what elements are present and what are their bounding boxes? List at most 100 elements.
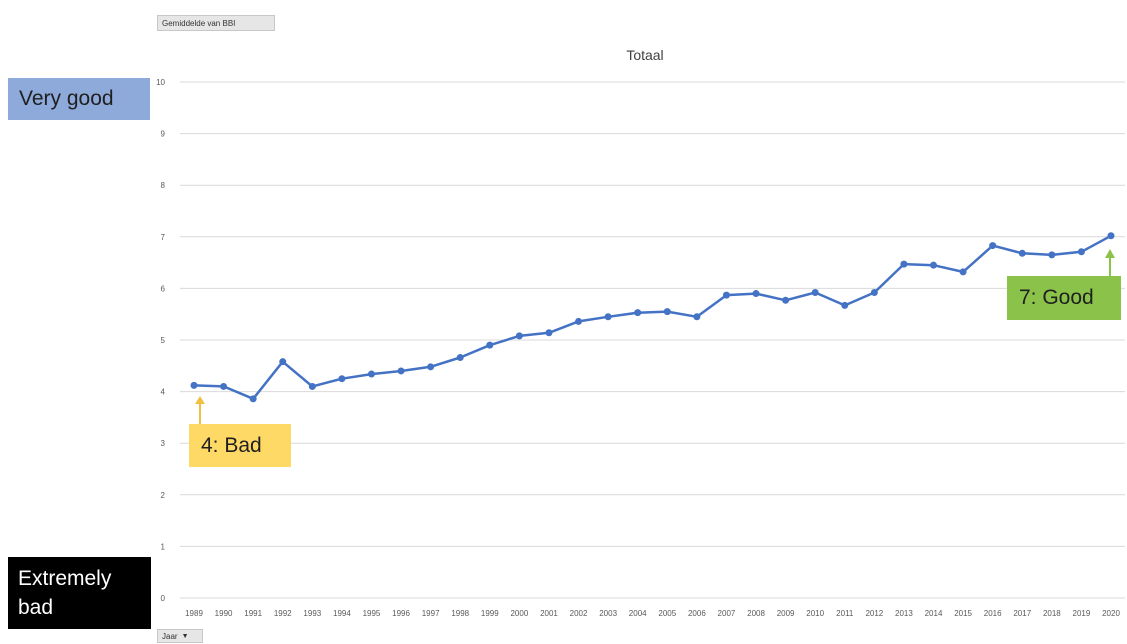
x-tick-label: 2012: [865, 609, 883, 618]
x-tick-label: 2014: [925, 609, 943, 618]
y-tick-label: 6: [161, 284, 166, 293]
x-tick-label: 2018: [1043, 609, 1061, 618]
data-point: [989, 242, 997, 250]
value-field-label: Gemiddelde van BBI: [162, 18, 236, 28]
good-arrowhead-icon: [1105, 249, 1115, 258]
y-tick-label: 0: [161, 594, 166, 603]
callout-bad-text: 4: Bad: [201, 433, 262, 457]
data-point: [456, 354, 464, 362]
data-point: [1048, 251, 1056, 259]
y-tick-label: 7: [161, 233, 166, 242]
x-tick-label: 2013: [895, 609, 913, 618]
data-point: [220, 382, 228, 390]
x-tick-label: 2008: [747, 609, 765, 618]
callout-good: 7: Good: [1007, 276, 1121, 320]
x-tick-label: 1999: [481, 609, 499, 618]
data-point: [279, 358, 287, 366]
x-tick-label: 2015: [954, 609, 972, 618]
y-tick-label: 3: [161, 439, 166, 448]
value-field-button[interactable]: Gemiddelde van BBI: [157, 15, 275, 31]
callout-extremely-bad-line1: Extremely: [18, 567, 112, 590]
x-tick-label: 2006: [688, 609, 706, 618]
data-point: [545, 329, 553, 337]
data-point: [338, 375, 346, 383]
data-point: [634, 309, 642, 317]
x-tick-label: 2001: [540, 609, 558, 618]
data-point: [900, 260, 908, 268]
x-tick-label: 2003: [599, 609, 617, 618]
y-axis-tick-labels: 0 1 2 3 4 5 6 7 8 9 10: [156, 78, 165, 603]
x-tick-label: 1995: [363, 609, 381, 618]
data-point: [663, 308, 671, 316]
x-tick-label: 2019: [1073, 609, 1091, 618]
chart-title: Totaal: [626, 47, 663, 63]
axis-field-filter-button[interactable]: Jaar ▼: [157, 629, 203, 643]
y-tick-label: 9: [161, 130, 166, 139]
x-tick-label: 2005: [658, 609, 676, 618]
y-tick-label: 1: [161, 542, 166, 551]
data-point: [1077, 248, 1085, 256]
data-point: [930, 261, 938, 269]
data-point: [811, 289, 819, 297]
data-point: [722, 291, 730, 299]
x-tick-label: 1992: [274, 609, 292, 618]
data-point: [782, 296, 790, 304]
data-point: [1018, 249, 1026, 257]
callout-bad: 4: Bad: [189, 424, 291, 467]
data-point: [515, 332, 523, 340]
x-tick-label: 2002: [570, 609, 588, 618]
series-line-path: [193, 234, 1112, 401]
callout-good-text: 7: Good: [1019, 286, 1094, 309]
axis-field-label: Jaar: [162, 631, 178, 641]
y-tick-label: 8: [161, 181, 166, 190]
x-tick-label: 2017: [1013, 609, 1031, 618]
x-tick-label: 2007: [718, 609, 736, 618]
data-point: [190, 381, 198, 389]
data-point: [604, 313, 612, 321]
x-tick-label: 2020: [1102, 609, 1120, 618]
callout-arrows: [195, 249, 1115, 424]
data-point: [575, 317, 583, 325]
callout-very-good: Very good: [8, 78, 150, 120]
series-line: [193, 234, 1112, 401]
x-tick-label: 1993: [303, 609, 321, 618]
x-tick-label: 1990: [215, 609, 233, 618]
callout-extremely-bad: Extremely bad: [8, 557, 151, 629]
data-point: [752, 290, 760, 298]
data-point: [367, 370, 375, 378]
data-point: [486, 341, 494, 349]
data-point: [959, 268, 967, 276]
x-tick-label: 2009: [777, 609, 795, 618]
y-tick-label: 4: [161, 388, 166, 397]
y-tick-label: 2: [161, 491, 166, 500]
x-tick-label: 1996: [392, 609, 410, 618]
data-point: [427, 363, 435, 371]
x-tick-label: 2000: [510, 609, 528, 618]
data-point: [249, 395, 257, 403]
bad-arrowhead-icon: [195, 396, 205, 404]
gridlines: [180, 81, 1125, 599]
data-point: [870, 289, 878, 297]
callout-very-good-text: Very good: [19, 87, 114, 110]
dropdown-arrow-icon: ▼: [181, 632, 189, 640]
x-tick-label: 2011: [836, 609, 854, 618]
series-points: [190, 232, 1115, 403]
x-tick-label: 2004: [629, 609, 647, 618]
x-tick-label: 2010: [806, 609, 824, 618]
x-tick-label: 2016: [984, 609, 1002, 618]
data-point: [308, 382, 316, 390]
data-point: [693, 313, 701, 321]
callout-extremely-bad-line2: bad: [18, 596, 54, 619]
y-tick-label: 5: [161, 336, 166, 345]
x-axis-tick-labels: 1989 1990 1991 1992 1993 1994 1995 1996 1997 1998…: [185, 609, 1120, 618]
data-point: [397, 367, 405, 375]
x-tick-label: 1997: [422, 609, 440, 618]
x-tick-label: 1998: [451, 609, 469, 618]
x-tick-label: 1991: [244, 609, 262, 618]
x-tick-label: 1989: [185, 609, 203, 618]
x-tick-label: 1994: [333, 609, 351, 618]
data-point: [1107, 232, 1115, 240]
data-point: [841, 301, 849, 309]
y-tick-label: 10: [156, 78, 165, 87]
